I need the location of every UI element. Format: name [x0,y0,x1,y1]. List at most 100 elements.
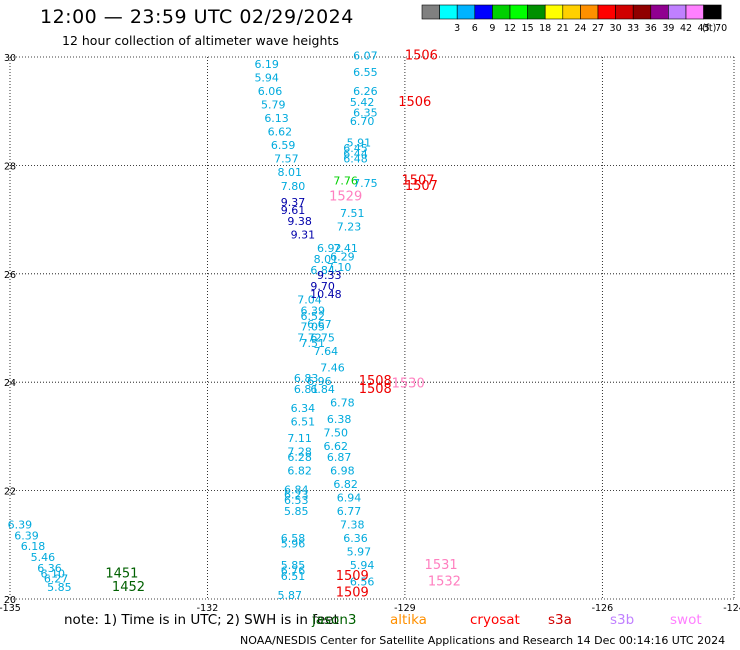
wave-height-label: 7.04 [297,294,322,307]
pass-id-label: 1530 [392,377,425,392]
wave-height-label: 6.39 [8,519,33,532]
wave-height-label: 6.35 [353,107,378,120]
satellite-label-s3b: s3b [610,612,635,628]
wave-height-label: 8.01 [314,253,339,266]
legend-tick-label: 27 [592,23,604,34]
legend-tick-label: 45 [698,23,710,34]
wave-height-label: 6.84 [284,483,309,496]
wave-height-label: 7.64 [314,345,339,358]
wave-height-label: 5.85 [47,581,72,594]
wave-height-label: 6.19 [254,58,279,71]
wave-height-label: 7.75 [353,177,378,190]
wave-height-label: 7.41 [333,242,358,255]
satellite-label-altika: altika [390,612,427,628]
wave-height-label: 6.28 [287,451,312,464]
wave-height-label: 9.37 [281,196,306,209]
wave-height-label: 6.62 [268,126,293,139]
y-tick-label: 26 [4,270,16,281]
wave-height-label: 5.97 [347,546,372,559]
pass-id-label: 1509 [336,585,369,600]
legend-tick-label: 12 [504,23,516,34]
legend-tick-label: 24 [574,23,586,34]
legend-tick-label: 3 [454,23,460,34]
wave-height-label: 6.70 [350,115,375,128]
satellite-label-jason3: jason3 [312,612,357,628]
legend-tick-label: 9 [489,23,495,34]
y-tick-label: 20 [4,595,16,606]
satellite-label-s3a: s3a [548,612,572,628]
legend-tick-label: 30 [610,23,622,34]
wave-height-label: 6.58 [281,532,306,545]
pass-id-label: 1531 [425,558,458,573]
wave-height-label: 6.06 [258,85,283,98]
wave-height-label: 6.81 [294,383,319,396]
pass-id-label: 1506 [405,49,438,64]
wave-height-label: 6.87 [327,451,352,464]
wave-height-label: 6.38 [327,413,352,426]
satellite-label-swot: swot [670,612,702,628]
wave-height-label: 7.05 [301,321,326,334]
wave-height-label: 9.31 [291,229,316,242]
wave-height-label: 7.28 [287,445,312,458]
legend-swatch [703,4,722,20]
wave-height-label: 5.79 [261,98,286,111]
wave-height-label: 6.92 [317,242,342,255]
pass-id-label: 1506 [398,95,431,110]
wave-height-label: 6.52 [301,310,326,323]
wave-height-label: 6.83 [294,372,319,385]
wave-height-label: 6.10 [41,567,66,580]
wave-height-label: 7.76 [333,174,358,187]
pass-id-label: 1451 [105,566,138,581]
pass-id-label: 1507 [405,179,438,194]
wave-height-label: 6.26 [353,85,378,98]
wave-height-label: 6.75 [310,332,335,345]
wave-height-label: 6.29 [330,250,355,263]
wave-height-label: 7.57 [274,153,299,166]
wave-height-label: 9.70 [310,280,335,293]
wave-height-label: 6.96 [307,375,332,388]
wave-height-label: 5.96 [281,538,306,551]
wave-height-label: 6.36 [37,562,62,575]
wave-height-label: 7.51 [340,207,365,220]
legend-tick-label: 15 [522,23,534,34]
wave-height-label: 9.33 [317,269,342,282]
satellite-label-cryosat: cryosat [470,612,520,628]
wave-height-label: 6.23 [284,489,309,502]
wave-height-label: 7.38 [340,519,365,532]
wave-height-label: 6.51 [291,416,316,429]
wave-height-label: 6.62 [324,440,349,453]
wave-height-label: 6.45 [343,142,368,155]
wave-height-label: 5.87 [277,589,302,602]
pass-id-label: 1508 [359,374,392,389]
pass-id-label: 1529 [329,190,362,205]
legend-tick-label: 36 [645,23,657,34]
wave-height-label: 7.72 [297,332,322,345]
wave-height-label: 6.27 [44,573,69,586]
footer-credit: NOAA/NESDIS Center for Satellite Applica… [240,634,726,647]
y-tick-label: 24 [4,378,16,389]
wave-height-label: 6.56 [350,575,375,588]
wave-height-label: 7.50 [324,426,349,439]
pass-id-label: 1532 [428,574,461,589]
wave-height-label: 9.61 [281,204,306,217]
wave-height-label: 7.51 [301,337,326,350]
wave-height-label: 6.13 [264,112,289,125]
wave-height-label: 7.23 [337,220,362,233]
wave-height-label: 5.94 [254,71,279,84]
wave-height-label: 6.82 [287,464,312,477]
color-legend: 3 6 9 12 15 18 21 24 27 30 33 36 39 42 45 70(ft) [421,4,727,34]
wave-height-label: 6.36 [343,532,368,545]
wave-height-label: 6.98 [330,464,355,477]
pass-id-label: 1507 [402,173,435,188]
legend-tick-label: 6 [472,23,478,34]
pass-id-label: 1509 [336,569,369,584]
x-tick-label: -126 [592,603,614,614]
x-tick-label: -135 [0,603,21,614]
legend-tick-label: 21 [557,23,569,34]
wave-height-label: 6.78 [330,397,355,410]
legend-tick-label: 18 [539,23,551,34]
wave-height-label: 5.94 [350,559,375,572]
wave-height-label: 6.55 [353,66,378,79]
wave-height-label: 7.80 [281,180,306,193]
